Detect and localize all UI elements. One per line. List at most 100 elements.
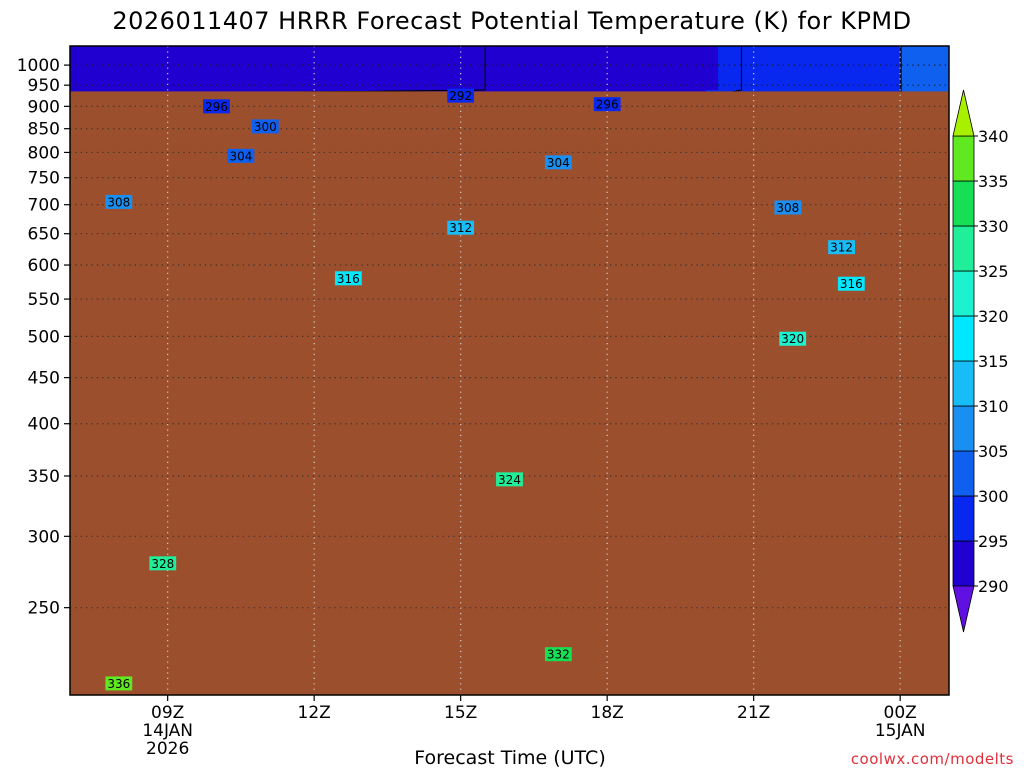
colorbar-tick-label: 290 — [978, 577, 1009, 596]
y-tick-label: 850 — [28, 120, 60, 140]
y-tick-label: 900 — [28, 97, 60, 117]
field-cell — [70, 78, 719, 83]
x-tick-label: 2026 — [146, 739, 189, 759]
field-cell — [70, 54, 719, 59]
grid-lines — [70, 46, 949, 695]
contour-label: 304 — [547, 156, 570, 170]
y-tick-label: 300 — [28, 527, 60, 547]
contour-label: 324 — [498, 473, 521, 487]
field-cell — [718, 54, 903, 59]
y-tick-label: 400 — [28, 415, 60, 435]
colorbar-tick-label: 305 — [978, 442, 1009, 461]
field-cell — [718, 78, 903, 83]
contour-label-bg — [227, 148, 255, 163]
contour-label-bg — [447, 88, 475, 103]
x-tick-label: 00Z — [884, 703, 917, 723]
y-tick-label: 750 — [28, 169, 60, 189]
colorbar-segment — [952, 450, 975, 497]
colorbar-segment — [952, 495, 975, 542]
contour-label-bg — [593, 97, 621, 112]
colorbar-tick-label: 325 — [978, 262, 1009, 281]
contour-label: 312 — [830, 241, 853, 255]
y-tick-label: 1000 — [17, 56, 60, 76]
field-cell — [70, 86, 719, 91]
x-axis-label: Forecast Time (UTC) — [414, 747, 605, 768]
contour-label-bg — [544, 155, 572, 170]
field-cell — [902, 46, 949, 51]
contour-label: 304 — [229, 149, 252, 163]
contour-label-bg — [774, 200, 802, 215]
colorbar-tick-label: 335 — [978, 172, 1009, 191]
contour-label: 320 — [781, 332, 804, 346]
contour-label: 316 — [337, 272, 360, 286]
contour-label: 296 — [596, 98, 619, 112]
field-cell — [718, 70, 903, 75]
field-cell — [70, 62, 719, 67]
field-cell — [902, 54, 949, 59]
field-cell — [70, 82, 719, 87]
colorbar-segment — [952, 225, 975, 272]
field-cell — [718, 74, 903, 79]
colorbar-tick-label: 300 — [978, 487, 1009, 506]
colorbar-segment — [952, 540, 975, 587]
field-cell — [718, 50, 903, 55]
contour-label: 316 — [840, 277, 863, 291]
x-tick-label: 21Z — [737, 703, 770, 723]
colorbar-tick-label: 310 — [978, 397, 1009, 416]
contour-label-bg — [251, 119, 279, 134]
y-tick-label: 250 — [28, 599, 60, 619]
y-tick-label: 650 — [28, 225, 60, 245]
colorbar-segment — [952, 180, 975, 227]
colorbar-segment — [952, 405, 975, 452]
y-tick-label: 600 — [28, 256, 60, 276]
contour-label-bg — [105, 676, 133, 691]
field-cell — [902, 62, 949, 67]
contour-label: 292 — [449, 89, 472, 103]
field-cell — [902, 74, 949, 79]
x-tick-label: 18Z — [591, 703, 624, 723]
field-cell — [718, 66, 903, 71]
contour-label-bg — [447, 220, 475, 235]
x-tick-label: 14JAN — [142, 721, 193, 741]
contour-label-bg — [496, 472, 523, 487]
colorbar: 290 295 300 305 310 315 320 325 330 335 340 — [952, 89, 1009, 633]
field-cell — [70, 74, 719, 79]
x-tick-label: 15Z — [444, 703, 477, 723]
x-tick-label: 15JAN — [875, 721, 926, 741]
contour-label-bg — [149, 556, 177, 571]
credit-link[interactable]: coolwx.com/modelts — [851, 750, 1014, 768]
colorbar-tick-label: 315 — [978, 352, 1009, 371]
y-tick-label: 550 — [28, 290, 60, 310]
x-tick-label: 09Z — [151, 703, 184, 723]
colorbar-tick-label: 340 — [978, 127, 1009, 146]
y-tick-label: 700 — [28, 196, 60, 216]
contour-label: 332 — [547, 648, 570, 662]
field-cell — [718, 46, 903, 51]
colorbar-extend-min — [952, 585, 975, 633]
x-tick-label: 12Z — [298, 703, 331, 723]
contour-labels: 336 332 328 324 320 316 316 312 312 308 308 304 304 3… — [105, 88, 865, 691]
contour-label-bg — [203, 99, 230, 114]
contour-label: 308 — [107, 195, 130, 209]
field-cell — [902, 66, 949, 71]
y-tick-label: 950 — [28, 76, 60, 96]
y-tick-label: 500 — [28, 327, 60, 347]
y-tick-label: 350 — [28, 467, 60, 487]
field-cell — [718, 62, 903, 67]
field-cell — [718, 82, 903, 87]
field-cell — [70, 46, 719, 51]
colorbar-segment — [952, 315, 975, 362]
colorbar-segment — [952, 270, 975, 317]
plot-frame — [69, 45, 950, 696]
ground-below-surface — [70, 91, 949, 695]
ground-fill — [70, 91, 949, 695]
field-cell — [70, 66, 719, 71]
field-cell — [902, 86, 949, 91]
field-cell — [70, 58, 719, 63]
field-cell — [902, 78, 949, 83]
contour-label-bg — [837, 276, 865, 291]
field-cell — [902, 82, 949, 87]
field-cell — [718, 58, 903, 63]
